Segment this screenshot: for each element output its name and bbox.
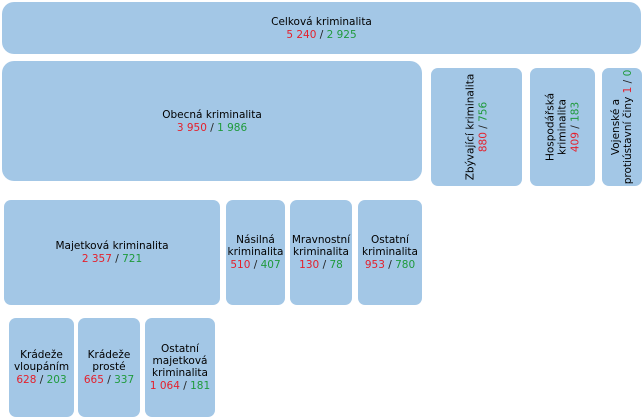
node-mravnostni-kriminalita: Mravnostní kriminalita 130 / 78: [290, 200, 352, 305]
value-green: 721: [122, 253, 143, 265]
node-label-line1: Násilná: [236, 234, 275, 246]
node-values: 3 950 / 1 986: [177, 122, 247, 134]
node-label-line1: Ostatní: [371, 234, 409, 246]
value-red: 130: [299, 259, 320, 271]
value-red: 510: [230, 259, 251, 271]
value-green: 756: [477, 101, 489, 122]
node-values: 510 / 407: [230, 259, 280, 271]
node-label-line1: Vojenské a: [610, 98, 622, 156]
value-green: 407: [260, 259, 281, 271]
node-label-line1: Krádeže: [87, 349, 131, 361]
value-red: 628: [16, 374, 37, 386]
value-green: 1 986: [217, 121, 248, 134]
value-separator: /: [622, 76, 634, 84]
value-green: 2 925: [326, 28, 357, 41]
node-label-line2: kriminalita: [227, 246, 284, 258]
node-label-line2: prosté: [92, 361, 126, 373]
rotated-content: Vojenské a protiústavní činy 1 / 0: [610, 70, 634, 185]
value-green: 337: [114, 374, 135, 386]
node-label-line2: kriminalita: [556, 99, 568, 155]
node-label: Obecná kriminalita: [162, 108, 262, 121]
value-red: 5 240: [286, 28, 317, 41]
value-separator: /: [319, 28, 327, 41]
value-separator: /: [322, 259, 330, 271]
value-green: 203: [46, 374, 67, 386]
node-label-line2: vloupáním: [13, 361, 70, 373]
value-red: 1: [622, 86, 634, 94]
value-red: 2 357: [81, 253, 112, 265]
value-separator: /: [388, 259, 396, 271]
value-red: 953: [364, 259, 385, 271]
node-majetkova-kriminalita: Majetková kriminalita 2 357 / 721: [4, 200, 220, 305]
node-label-line2: kriminalita: [293, 246, 349, 258]
node-values: 953 / 780: [365, 259, 415, 271]
node-vojenske-protiustavni: Vojenské a protiústavní činy 1 / 0: [602, 68, 642, 186]
value-separator: /: [253, 259, 261, 271]
node-ostatni-majetkova-kriminalita: Ostatní majetková kriminalita 1 064 / 18…: [145, 318, 215, 417]
node-label-line1: Ostatní: [161, 343, 199, 355]
rotated-content: Zbývající kriminalita 880 / 756: [464, 74, 489, 181]
node-values: 5 240 / 2 925: [286, 29, 356, 41]
value-separator: /: [107, 374, 115, 386]
node-values: 2 357 / 721: [82, 253, 142, 265]
rotated-content: Hospodářská kriminalita 409 / 183: [544, 93, 581, 161]
node-obecna-kriminalita: Obecná kriminalita 3 950 / 1 986: [2, 61, 422, 181]
value-red: 1 064: [149, 380, 180, 392]
node-label-line1: Hospodářská: [544, 92, 556, 162]
node-values: 628 / 203: [16, 374, 66, 386]
value-separator: /: [39, 374, 47, 386]
node-label: Majetková kriminalita: [55, 240, 169, 252]
node-values: 880 / 756: [477, 102, 489, 152]
node-label-text: protiústavní činy: [622, 96, 634, 185]
node-label-line2: kriminalita: [362, 246, 418, 258]
value-green: 181: [190, 380, 211, 392]
value-red: 880: [477, 132, 489, 153]
node-ostatni-kriminalita: Ostatní kriminalita 953 / 780: [358, 200, 422, 305]
node-values: 665 / 337: [84, 374, 134, 386]
node-kradeze-vloupanim: Krádeže vloupáním 628 / 203: [9, 318, 74, 417]
value-green: 78: [329, 259, 343, 271]
node-label-line3: kriminalita: [152, 367, 208, 379]
node-label: Zbývající kriminalita: [464, 73, 476, 181]
value-separator: /: [115, 253, 123, 265]
node-nasilna-kriminalita: Násilná kriminalita 510 / 407: [226, 200, 285, 305]
node-values: 1 064 / 181: [150, 380, 210, 392]
node-label-line1: Krádeže: [20, 349, 63, 361]
value-red: 3 950: [176, 121, 207, 134]
value-separator: /: [183, 380, 191, 392]
node-label-line2: majetková: [152, 355, 208, 367]
node-values: 130 / 78: [299, 259, 343, 271]
node-celkova-kriminalita: Celková kriminalita 5 240 / 2 925: [2, 2, 641, 54]
node-label: Celková kriminalita: [271, 15, 372, 28]
node-values: 409 / 183: [569, 102, 581, 152]
value-separator: /: [477, 121, 489, 129]
value-separator: /: [569, 121, 581, 129]
node-kradeze-proste: Krádeže prosté 665 / 337: [78, 318, 140, 417]
node-hospodarska-kriminalita: Hospodářská kriminalita 409 / 183: [530, 68, 595, 186]
node-label-line1: Mravnostní: [291, 234, 351, 246]
value-green: 183: [569, 101, 581, 122]
value-separator: /: [210, 121, 218, 134]
value-red: 665: [83, 374, 104, 386]
value-red: 409: [569, 132, 581, 153]
value-green: 780: [395, 259, 416, 271]
node-zbyvajici-kriminalita: Zbývající kriminalita 880 / 756: [431, 68, 522, 186]
node-label-line2: protiústavní činy 1 / 0: [622, 70, 634, 185]
value-green: 0: [622, 69, 634, 77]
